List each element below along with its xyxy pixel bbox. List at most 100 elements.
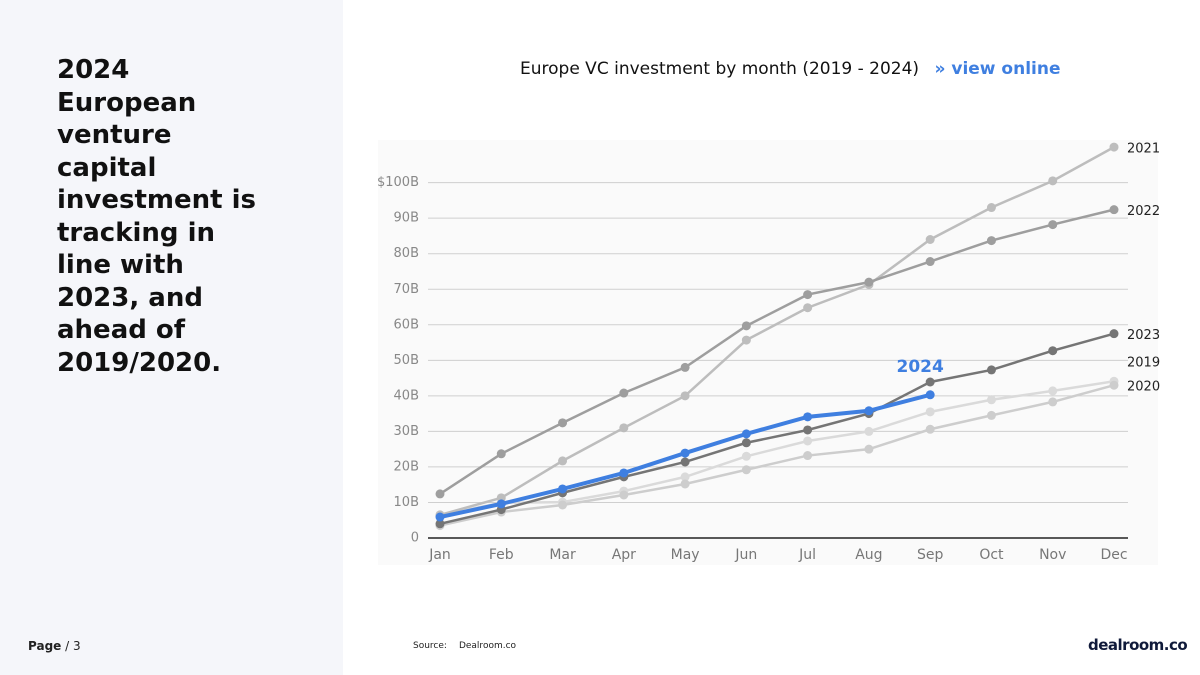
data-point <box>435 519 445 529</box>
page-label: Page <box>28 639 62 653</box>
data-point <box>741 451 751 461</box>
data-point <box>864 444 874 454</box>
y-tick-label: 0 <box>411 531 419 546</box>
plot-background <box>378 140 1158 565</box>
x-tick-label: Nov <box>1039 547 1066 563</box>
data-point <box>925 257 935 267</box>
data-point <box>558 418 568 428</box>
data-point <box>1109 142 1119 152</box>
data-point <box>680 457 690 467</box>
data-point <box>741 335 751 345</box>
chart-title: Europe VC investment by month (2019 - 20… <box>520 59 919 79</box>
data-point <box>435 512 445 522</box>
series-label: 2021 <box>1127 142 1160 157</box>
data-point <box>803 290 813 300</box>
data-point <box>864 426 874 436</box>
data-point <box>986 365 996 375</box>
data-point <box>803 451 813 461</box>
y-tick-label: 40B <box>394 388 419 403</box>
y-tick-label: 20B <box>394 459 419 474</box>
data-point <box>1109 329 1119 339</box>
data-point <box>558 456 568 466</box>
view-online-link[interactable]: » view online <box>934 59 1060 79</box>
y-tick-label: 80B <box>394 246 419 261</box>
data-point <box>619 388 629 398</box>
data-point <box>619 468 629 478</box>
x-tick-label: Jun <box>734 547 757 563</box>
data-point <box>925 407 935 417</box>
y-tick-label: 90B <box>394 211 419 226</box>
data-point <box>435 489 445 499</box>
series-line <box>439 208 1115 495</box>
series-label: 2020 <box>1127 380 1160 395</box>
data-point <box>680 448 690 458</box>
data-point <box>864 277 874 287</box>
data-point <box>619 490 629 500</box>
data-point <box>496 449 506 459</box>
x-tick-label: Oct <box>979 547 1004 563</box>
data-point <box>1048 176 1058 186</box>
y-tick-label: 10B <box>394 495 419 510</box>
x-tick-label: Sep <box>917 547 944 563</box>
data-point <box>680 472 690 482</box>
x-tick-label: May <box>671 547 700 563</box>
y-tick-label: 30B <box>394 424 419 439</box>
data-point <box>496 499 506 509</box>
data-point <box>986 203 996 213</box>
x-tick-label: Jul <box>798 547 816 563</box>
series-label: 2019 <box>1127 356 1160 371</box>
data-point <box>803 425 813 435</box>
source-text: Dealroom.co <box>458 641 517 651</box>
y-tick-label: 60B <box>394 317 419 332</box>
data-point <box>803 436 813 446</box>
source: Source: Dealroom.co <box>413 641 516 651</box>
x-tick-label: Apr <box>612 547 636 563</box>
y-tick-label: 70B <box>394 282 419 297</box>
page-number: Page / 3 <box>28 639 81 653</box>
data-point <box>925 390 935 400</box>
series-line <box>439 146 1115 517</box>
headline: 2024 European venture capital investment… <box>57 55 257 378</box>
y-tick-label: $100B <box>377 175 419 190</box>
series-label: 2022 <box>1127 204 1160 219</box>
x-tick-label: Mar <box>549 547 576 563</box>
chart-title-group: Europe VC investment by month (2019 - 20… <box>520 59 1061 79</box>
source-label: Source: <box>413 641 447 651</box>
series-label: 2023 <box>1127 328 1160 343</box>
data-point <box>619 423 629 433</box>
data-point <box>803 303 813 313</box>
data-point <box>986 395 996 405</box>
data-point <box>803 412 813 422</box>
series-line <box>439 383 1115 527</box>
data-point <box>986 410 996 420</box>
page-rest: / 3 <box>65 639 81 653</box>
x-tick-label: Aug <box>855 547 882 563</box>
data-point <box>1048 397 1058 407</box>
x-tick-label: Jan <box>428 547 451 563</box>
series-label: 2024 <box>897 357 944 377</box>
data-point <box>1048 386 1058 396</box>
left-panel <box>0 0 343 675</box>
y-tick-label: 50B <box>394 353 419 368</box>
data-point <box>1048 220 1058 230</box>
data-point <box>680 362 690 372</box>
logo: dealroom.co <box>1088 636 1188 654</box>
data-point <box>680 479 690 489</box>
data-point <box>741 321 751 331</box>
data-point <box>558 500 568 510</box>
data-point <box>925 424 935 434</box>
data-point <box>925 235 935 244</box>
data-point <box>1109 205 1119 215</box>
data-point <box>1048 346 1058 356</box>
x-tick-label: Dec <box>1100 547 1127 563</box>
data-point <box>558 484 568 494</box>
data-point <box>741 438 751 448</box>
data-point <box>986 236 996 246</box>
data-point <box>680 391 690 401</box>
data-point <box>925 377 935 387</box>
data-point <box>1109 380 1119 390</box>
data-point <box>864 406 874 416</box>
series-line <box>439 332 1115 526</box>
